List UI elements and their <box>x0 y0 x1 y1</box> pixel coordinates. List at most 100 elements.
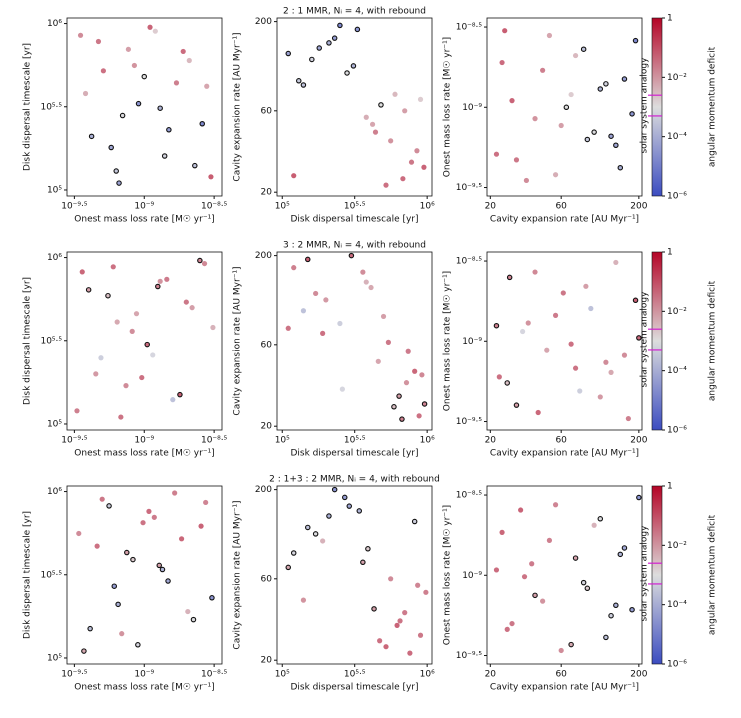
scatter-point <box>496 374 502 380</box>
scatter-point <box>151 514 157 520</box>
scatter-point <box>326 40 332 46</box>
scatter-point <box>165 578 171 584</box>
scatter-point <box>625 415 631 422</box>
scatter-point <box>417 96 424 102</box>
scatter-point <box>190 616 197 623</box>
scatter-point <box>133 311 140 317</box>
scatter-point <box>621 76 628 82</box>
plot-frame <box>486 485 643 665</box>
scatter-point <box>144 341 150 348</box>
scatter-point <box>166 127 172 133</box>
x-tick-label: 10⁻⁹ <box>134 670 154 680</box>
scatter-point <box>313 290 319 297</box>
scatter-point <box>177 391 183 398</box>
scatter-point <box>356 508 363 514</box>
scatter-point <box>580 579 587 586</box>
x-tick-label: 10⁶ <box>420 670 435 680</box>
scatter-point <box>291 173 297 179</box>
scatter-point <box>552 172 559 178</box>
x-tick-label: 10⁻⁸·⁵ <box>201 202 228 212</box>
scatter-point <box>632 297 639 304</box>
plot-frame <box>276 251 433 431</box>
colorbar-tick-label: 10⁻² <box>667 541 687 551</box>
scatter-point <box>348 252 355 259</box>
y-tick-label: 10⁻⁹·⁵ <box>456 651 483 661</box>
scatter-point <box>116 180 122 186</box>
scatter-point <box>183 299 189 305</box>
scatter-point <box>388 576 394 582</box>
scatter-point <box>173 80 180 86</box>
x-axis-label: Disk dispersal timescale [yr] <box>290 449 418 459</box>
scatter-point <box>363 279 369 285</box>
y-tick-label: 200 <box>255 17 272 27</box>
y-axis-label: Disk dispersal timescale [yr] <box>23 277 33 405</box>
scatter-point <box>540 598 546 604</box>
x-tick-label: 200 <box>630 202 647 212</box>
y-tick-label: 10⁻⁹ <box>462 571 482 581</box>
y-axis-label: Onest mass loss rate [M☉ yr⁻¹] <box>443 505 453 645</box>
scatter-point <box>546 32 553 39</box>
scatter-point <box>560 290 566 296</box>
scatter-point <box>178 536 185 542</box>
scatter-point <box>603 359 609 365</box>
scatter-point <box>509 620 515 627</box>
scatter-point <box>185 608 191 615</box>
y-tick-label: 10⁻⁸·⁵ <box>456 23 483 33</box>
scatter-point <box>140 520 146 526</box>
y-tick-label: 10⁵·⁵ <box>40 102 62 112</box>
scatter-point <box>130 556 136 563</box>
scatter-point <box>513 157 520 163</box>
scatter-point <box>372 129 379 135</box>
scatter-point <box>378 102 384 108</box>
x-tick-label: 60 <box>555 670 567 680</box>
scatter-point <box>403 380 410 386</box>
scatter-point <box>521 574 528 580</box>
scatter-point <box>383 644 389 650</box>
scatter-point <box>402 108 408 114</box>
scatter-point <box>208 174 214 180</box>
scatter-point <box>400 176 406 182</box>
scatter-point <box>305 256 311 263</box>
scatter-point <box>513 402 520 408</box>
scatter-point <box>320 538 326 544</box>
scatter-point <box>123 383 129 389</box>
y-tick-label: 10⁶ <box>47 487 62 497</box>
scatter-point <box>629 606 635 613</box>
x-tick-label: 200 <box>630 436 647 446</box>
y-tick-label: 10⁶ <box>47 253 62 263</box>
scatter-point <box>411 518 418 525</box>
x-tick-label: 60 <box>555 436 567 446</box>
colorbar <box>651 485 663 665</box>
y-tick-label: 10⁻⁸·⁵ <box>456 491 483 501</box>
panel-title: 3 : 2 MMR, Nᵢ = 4, with rebound <box>283 241 426 251</box>
scatter-point <box>118 414 124 420</box>
scatter-point <box>520 328 526 335</box>
scatter-point <box>124 549 130 556</box>
scatter-point <box>180 48 186 55</box>
scatter-point <box>523 177 530 184</box>
y-tick-label: 10⁵ <box>47 419 62 429</box>
scatter-point <box>204 83 210 89</box>
colorbar-tick-label: 1 <box>667 482 673 492</box>
scatter-point <box>76 530 82 537</box>
scatter-point <box>342 494 348 501</box>
scatter-point <box>371 606 377 612</box>
scatter-point <box>603 634 609 641</box>
scatter-point <box>360 269 366 275</box>
scatter-point <box>408 159 415 165</box>
scatter-point <box>192 162 198 169</box>
scatter-point <box>77 32 84 38</box>
scatter-point <box>502 28 508 34</box>
scatter-point <box>568 341 574 347</box>
scatter-point <box>98 355 104 361</box>
scatter-point <box>82 90 89 97</box>
scatter-point <box>100 68 106 74</box>
colorbar <box>651 251 663 431</box>
x-tick-label: 10⁵·⁵ <box>344 436 366 446</box>
scatter-point <box>141 73 148 80</box>
scatter-point <box>199 121 205 127</box>
scatter-point <box>499 59 505 66</box>
scatter-point <box>339 386 345 392</box>
scatter-point <box>636 494 642 501</box>
scatter-point <box>365 546 371 552</box>
